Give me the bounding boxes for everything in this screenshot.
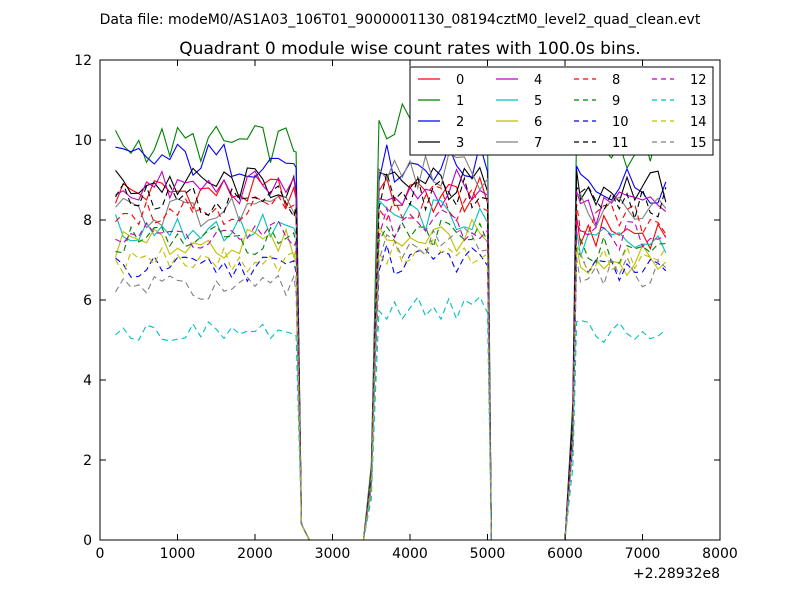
legend-label-3: 3 — [456, 136, 464, 151]
legend-label-13: 13 — [690, 94, 707, 109]
series-layer — [114, 102, 667, 541]
x-tick-label: 0 — [96, 546, 105, 562]
legend-label-2: 2 — [456, 115, 464, 130]
series-line-10 — [115, 242, 667, 541]
legend-label-11: 11 — [612, 136, 629, 151]
x-tick-label: 8000 — [702, 546, 738, 562]
legend-label-12: 12 — [690, 73, 707, 88]
series-line-2 — [115, 142, 667, 541]
y-tick-label: 6 — [83, 293, 92, 309]
series-line-11 — [115, 172, 667, 541]
y-tick-label: 4 — [83, 373, 92, 389]
legend-label-0: 0 — [456, 73, 464, 88]
legend-label-9: 9 — [612, 94, 620, 109]
series-line-6 — [114, 218, 667, 541]
x-tick-label: 7000 — [625, 546, 661, 562]
series-line-14 — [115, 237, 667, 541]
legend-label-7: 7 — [534, 136, 542, 151]
series-line-9 — [115, 219, 666, 541]
series-line-0 — [114, 174, 667, 541]
series-line-13 — [115, 295, 667, 541]
legend-label-10: 10 — [612, 115, 629, 130]
series-line-3 — [115, 166, 667, 541]
axis-layer: 0 1000 2000 3000 4000 5000 6000 7000 80000246810… — [74, 53, 738, 562]
x-tick-label: 4000 — [392, 546, 428, 562]
x-tick-label: 2000 — [237, 546, 273, 562]
legend-label-6: 6 — [534, 115, 542, 130]
series-line-5 — [114, 199, 667, 541]
legend-box — [409, 66, 714, 156]
y-tick-label: 0 — [83, 533, 92, 549]
x-offset-label: +2.28932e8 — [633, 566, 720, 582]
legend-label-8: 8 — [612, 73, 620, 88]
chart-title: Quadrant 0 module wise count rates with … — [179, 39, 640, 59]
x-tick-label: 1000 — [160, 546, 196, 562]
y-tick-label: 12 — [74, 53, 92, 69]
legend-label-5: 5 — [534, 94, 542, 109]
series-line-4 — [115, 168, 667, 541]
data-file-label: Data file: modeM0/AS1A03_106T01_90000011… — [100, 12, 701, 28]
x-tick-label: 5000 — [470, 546, 506, 562]
y-tick-label: 2 — [83, 453, 92, 469]
legend-label-1: 1 — [456, 94, 464, 109]
x-tick-label: 3000 — [315, 546, 351, 562]
legend-label-14: 14 — [690, 115, 707, 130]
x-tick-label: 6000 — [547, 546, 583, 562]
y-tick-label: 10 — [74, 133, 92, 149]
legend-label-15: 15 — [690, 136, 707, 151]
legend-label-4: 4 — [534, 73, 542, 88]
y-tick-label: 8 — [83, 213, 92, 229]
series-line-15 — [115, 227, 667, 541]
